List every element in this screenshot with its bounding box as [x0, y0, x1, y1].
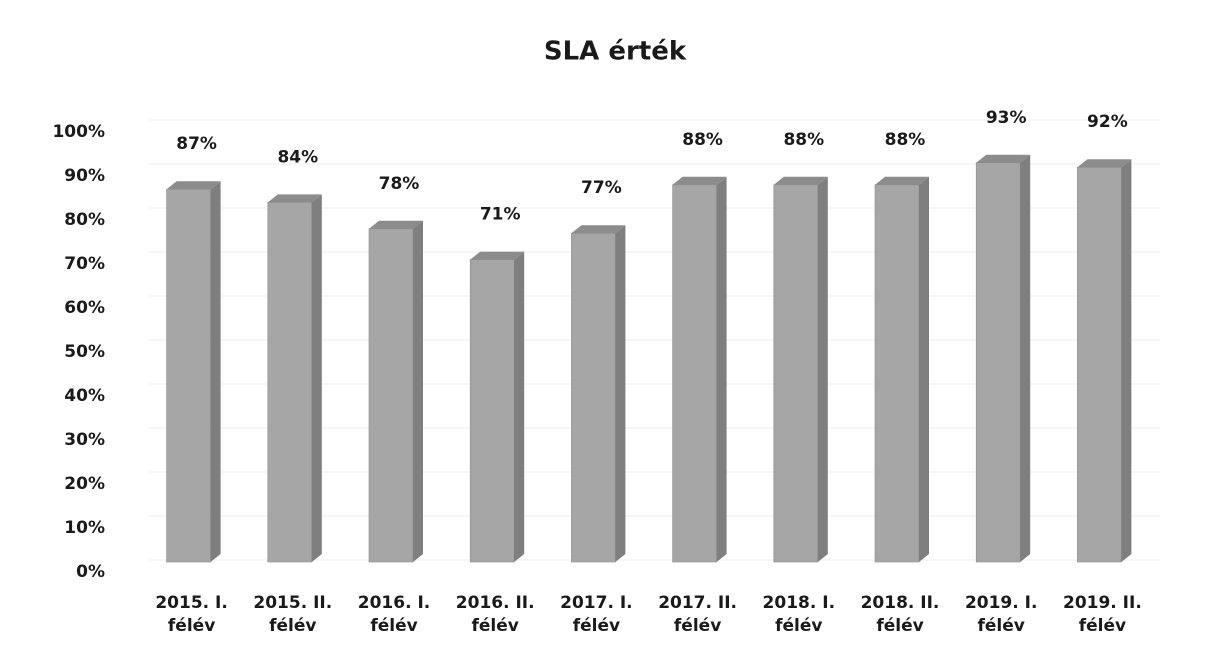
bar-side [817, 176, 828, 563]
bar-front [166, 188, 211, 563]
bar [166, 181, 221, 563]
bar [874, 176, 929, 563]
data-label: 88% [682, 130, 723, 150]
x-tick-label: 2019. I. félév [964, 593, 1038, 636]
data-label: 71% [480, 205, 521, 225]
bar [672, 176, 727, 563]
y-tick-label: 0% [76, 562, 105, 582]
bar [773, 176, 828, 563]
bar-top [672, 176, 727, 185]
bar-side [716, 176, 727, 563]
bar-top [1077, 159, 1132, 168]
bar-side [615, 225, 626, 562]
x-tick-label: 2018. I. félév [762, 593, 836, 636]
bar-top [470, 251, 525, 260]
chart-title: SLA érték [544, 37, 687, 67]
data-label: 84% [277, 147, 318, 167]
bar [571, 225, 626, 563]
bar [368, 220, 423, 563]
y-tick-label: 90% [64, 166, 105, 186]
bar [267, 194, 322, 563]
x-tick-label: 2016. I. félév [357, 593, 431, 636]
bar-side [413, 220, 423, 563]
y-tick-label: 60% [64, 298, 105, 318]
data-label: 78% [379, 174, 420, 194]
data-label: 77% [581, 178, 622, 198]
x-tick-label: 2018. II. félév [860, 593, 940, 636]
bar-front [874, 184, 920, 563]
x-tick-label: 2017. I. félév [560, 593, 633, 636]
bar-top [875, 176, 929, 185]
bar-front [773, 184, 819, 563]
bar-front [267, 202, 313, 563]
bar-side [1020, 154, 1031, 563]
bar-side [1121, 159, 1132, 562]
x-tick-label: 2015. I. félév [155, 593, 228, 636]
bar-side [311, 194, 322, 562]
data-label: 88% [885, 130, 926, 150]
bar-front [368, 228, 414, 563]
bar-front [1077, 166, 1122, 563]
data-label: 93% [986, 108, 1027, 128]
bar-side [514, 251, 525, 562]
bar-front [571, 232, 616, 563]
bar-front [672, 184, 717, 563]
y-tick-label: 20% [64, 474, 105, 494]
bar-top [369, 220, 423, 229]
y-tick-label: 80% [64, 210, 105, 230]
bar-top [976, 154, 1031, 163]
bar-front [469, 259, 515, 563]
bar-top [166, 181, 221, 190]
y-tick-label: 30% [64, 430, 105, 450]
y-tick-label: 100% [52, 122, 105, 142]
data-label: 92% [1087, 112, 1128, 132]
bar-top [773, 176, 828, 185]
bar [469, 251, 525, 563]
data-label: 88% [783, 130, 824, 150]
y-tick-label: 50% [64, 342, 105, 362]
bar-top [571, 225, 626, 234]
bar-front [975, 162, 1021, 563]
bar-top [267, 194, 322, 203]
y-tick-label: 10% [64, 518, 105, 538]
bar-side [210, 181, 221, 562]
x-tick-label: 2017. II. félév [658, 593, 737, 636]
data-label: 87% [176, 134, 217, 154]
x-tick-label: 2016. II. félév [455, 593, 535, 636]
bar [1077, 159, 1132, 563]
x-tick-label: 2015. II. félév [253, 593, 333, 636]
y-tick-label: 70% [64, 254, 105, 274]
bar-side [919, 176, 929, 563]
y-tick-label: 40% [64, 386, 105, 406]
x-tick-label: 2019. II. félév [1062, 593, 1142, 636]
bar [975, 154, 1031, 563]
